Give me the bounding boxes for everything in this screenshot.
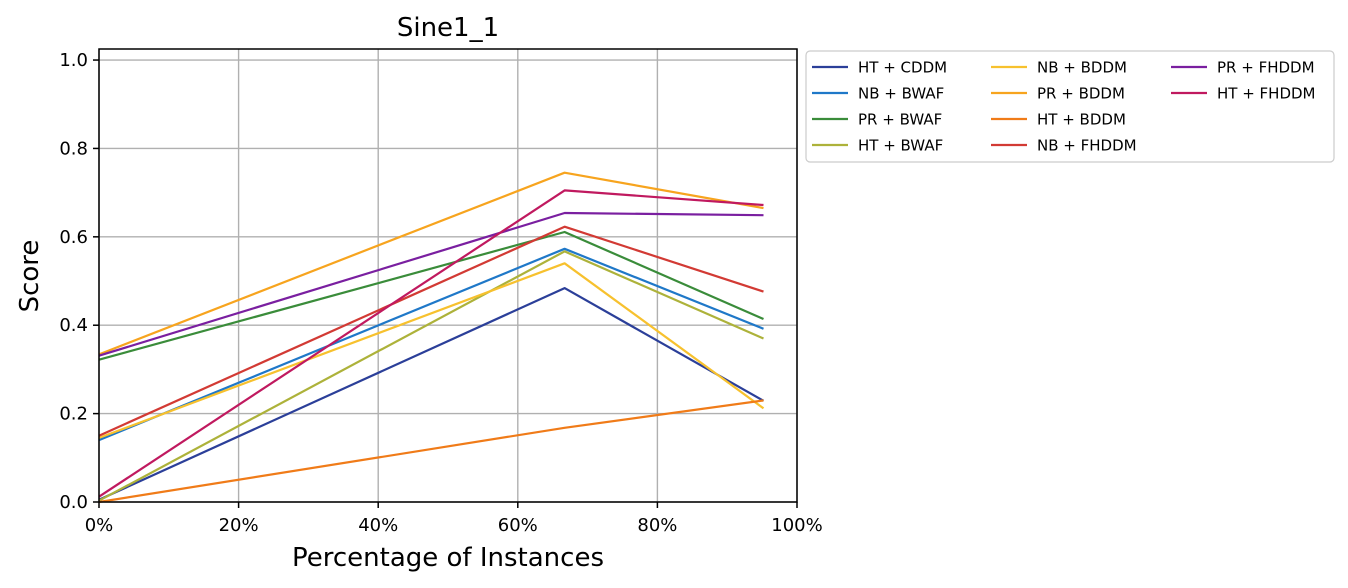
legend-box xyxy=(805,50,1335,163)
legend-label: PR + FHDDM xyxy=(1217,59,1315,77)
series-line-1 xyxy=(98,247,764,442)
legend-items: HT + CDDM NB + BWAF PR + BWAF HT + BWAF NB +… xyxy=(812,59,1316,155)
legend-label: HT + CDDM xyxy=(858,59,947,77)
series-line-5 xyxy=(98,171,764,356)
x-tick-label: 40% xyxy=(358,515,398,536)
y-tick-label: 0.6 xyxy=(59,227,88,248)
series-line-3 xyxy=(98,250,764,502)
series-line-4 xyxy=(98,262,765,439)
legend-label: HT + FHDDM xyxy=(1217,85,1316,103)
grid xyxy=(98,49,798,503)
legend-label: NB + BWAF xyxy=(858,85,944,103)
y-tick-label: 0.0 xyxy=(59,492,88,513)
x-tick-label: 60% xyxy=(498,515,538,536)
series-line-7 xyxy=(98,225,764,437)
legend-label: NB + BDDM xyxy=(1037,59,1127,77)
series-line-9 xyxy=(98,189,764,498)
y-tick-label: 0.8 xyxy=(59,138,88,159)
series-line-8 xyxy=(98,211,764,357)
y-axis-ticks: 0.0 0.2 0.4 0.6 0.8 1.0 xyxy=(59,50,99,513)
x-tick-label: 20% xyxy=(219,515,259,536)
x-axis-title: Percentage of Instances xyxy=(292,543,604,573)
series-line-6 xyxy=(98,399,764,504)
plot-frame xyxy=(98,48,798,503)
legend-label: PR + BDDM xyxy=(1037,85,1125,103)
y-tick-label: 1.0 xyxy=(59,50,88,71)
series-line-2 xyxy=(98,230,764,361)
x-axis-ticks: 0% 20% 40% 60% 80% 100% xyxy=(85,502,823,536)
chart-title: Sine1_1 xyxy=(397,13,499,43)
series-line-0 xyxy=(98,287,765,501)
y-axis-title: Score xyxy=(15,240,45,313)
y-tick-label: 0.4 xyxy=(59,315,88,336)
x-tick-label: 80% xyxy=(637,515,677,536)
legend: HT + CDDM NB + BWAF PR + BWAF HT + BWAF NB +… xyxy=(805,50,1335,163)
x-tick-label: 0% xyxy=(85,515,114,536)
x-tick-label: 100% xyxy=(771,515,822,536)
legend-label: PR + BWAF xyxy=(858,111,942,129)
y-tick-label: 0.2 xyxy=(59,404,88,425)
legend-label: HT + BDDM xyxy=(1037,111,1126,129)
legend-label: HT + BWAF xyxy=(858,137,943,155)
legend-label: NB + FHDDM xyxy=(1037,137,1137,155)
series-lines xyxy=(98,171,765,504)
